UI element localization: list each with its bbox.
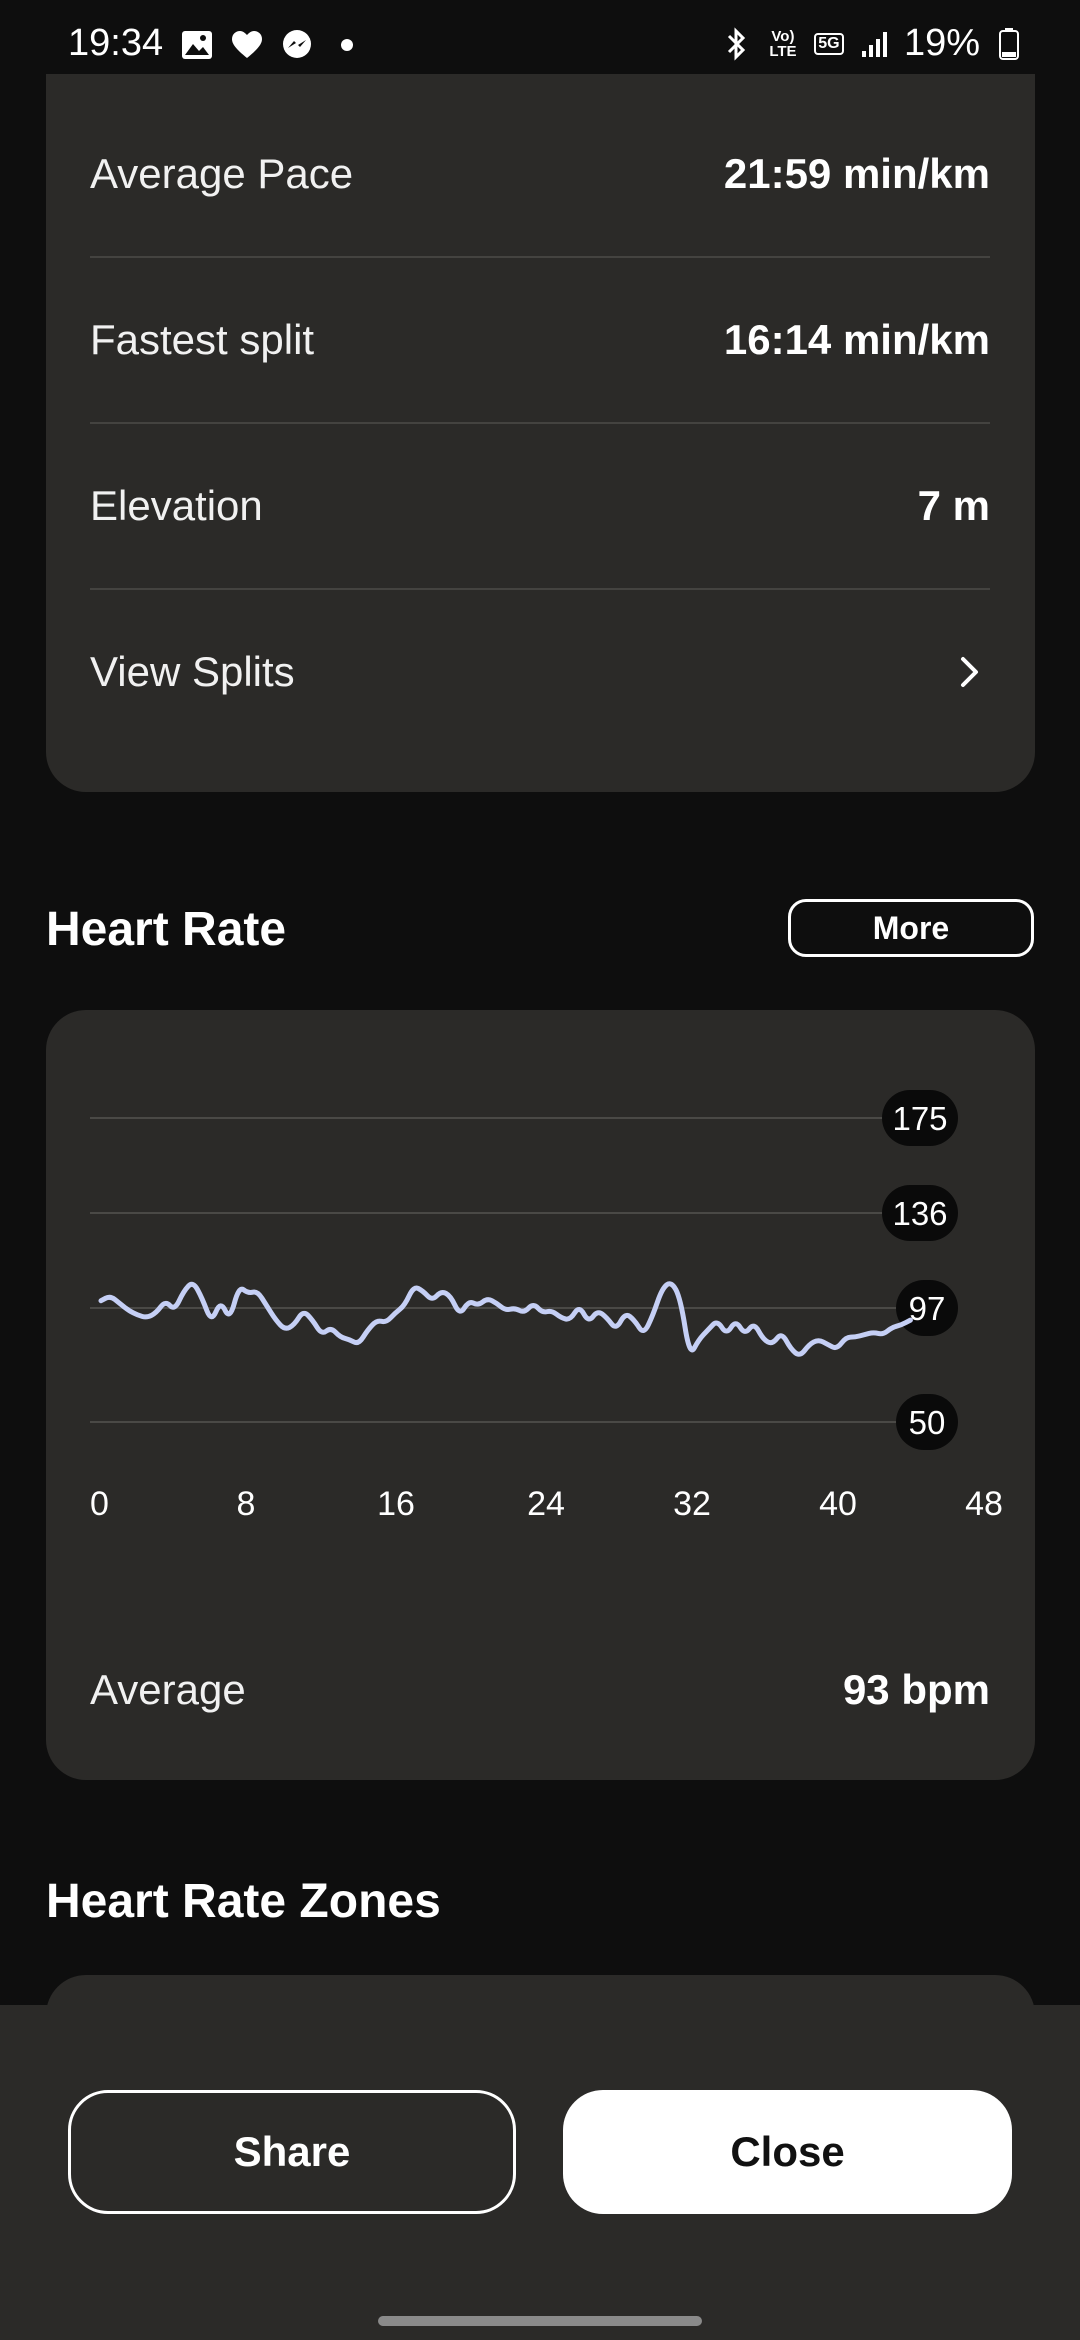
- more-button[interactable]: More: [788, 899, 1034, 957]
- y-tick-badge: [882, 1090, 958, 1146]
- x-tick-label: 8: [237, 1485, 256, 1523]
- dot-icon: [330, 28, 364, 62]
- heart-rate-chart: 175 136 97 50 0 8 16 24 32 40 48: [90, 1090, 1003, 1523]
- x-tick-label: 24: [527, 1485, 565, 1523]
- heart-rate-line: [98, 1281, 913, 1357]
- average-pace-row: Average Pace 21:59 min/km: [90, 92, 990, 258]
- x-tick-label: 0: [90, 1485, 109, 1523]
- battery-icon: [992, 27, 1026, 61]
- signal-icon: [858, 27, 892, 61]
- stat-value: 16:14 min/km: [723, 316, 990, 363]
- y-tick-badge: [896, 1394, 958, 1450]
- status-time: 19:34: [68, 22, 164, 64]
- stat-value: 21:59 min/km: [723, 150, 990, 197]
- heart-rate-card: 175 136 97 50 0 8 16 24 32 40 48 Average 93 bpm: [46, 1010, 1035, 1780]
- home-indicator[interactable]: [378, 2316, 702, 2326]
- y-tick-badge: [882, 1185, 958, 1241]
- average-row: Average 93 bpm: [90, 1650, 990, 1730]
- stat-label: Average Pace: [90, 150, 354, 197]
- y-tick-label: 175: [892, 1100, 947, 1137]
- status-bar: 19:34 Vo) LTE 5G 19%: [0, 0, 1080, 74]
- y-tick-label: 97: [909, 1290, 946, 1327]
- system-icons: Vo) LTE 5G 19%: [720, 22, 1026, 65]
- y-tick-label: 136: [892, 1195, 947, 1232]
- messenger-icon: [280, 28, 314, 62]
- 5g-icon: 5G: [812, 27, 846, 61]
- image-icon: [180, 28, 214, 62]
- heart-icon: [230, 28, 264, 62]
- x-tick-label: 32: [673, 1485, 711, 1523]
- bluetooth-icon: [720, 26, 754, 61]
- y-tick-label: 50: [909, 1404, 946, 1441]
- heart-rate-title: Heart Rate: [46, 903, 287, 956]
- x-tick-label: 16: [377, 1485, 415, 1523]
- chevron-right-icon: [950, 652, 990, 692]
- heart-rate-zones-title: Heart Rate Zones: [46, 1875, 441, 1928]
- stat-value: 7 m: [917, 482, 990, 529]
- close-button[interactable]: Close: [563, 2090, 1012, 2214]
- fastest-split-row: Fastest split 16:14 min/km: [90, 258, 990, 424]
- battery-percent: 19%: [903, 22, 980, 64]
- x-tick-label: 40: [819, 1485, 857, 1523]
- stat-label: Elevation: [90, 482, 263, 529]
- stat-label: Fastest split: [90, 316, 315, 363]
- bottom-action-bar: Share Close: [0, 2005, 1080, 2340]
- share-button[interactable]: Share: [68, 2090, 516, 2214]
- view-splits-label: View Splits: [90, 648, 295, 695]
- volte-icon: Vo) LTE: [769, 27, 797, 60]
- average-label: Average: [90, 1666, 246, 1713]
- average-value: 93 bpm: [842, 1666, 990, 1713]
- view-splits-row[interactable]: View Splits: [90, 590, 990, 754]
- elevation-row: Elevation 7 m: [90, 424, 990, 590]
- notification-icons: [180, 28, 364, 62]
- stats-card: Average Pace 21:59 min/km Fastest split …: [46, 40, 1035, 792]
- x-tick-label: 48: [965, 1485, 1003, 1523]
